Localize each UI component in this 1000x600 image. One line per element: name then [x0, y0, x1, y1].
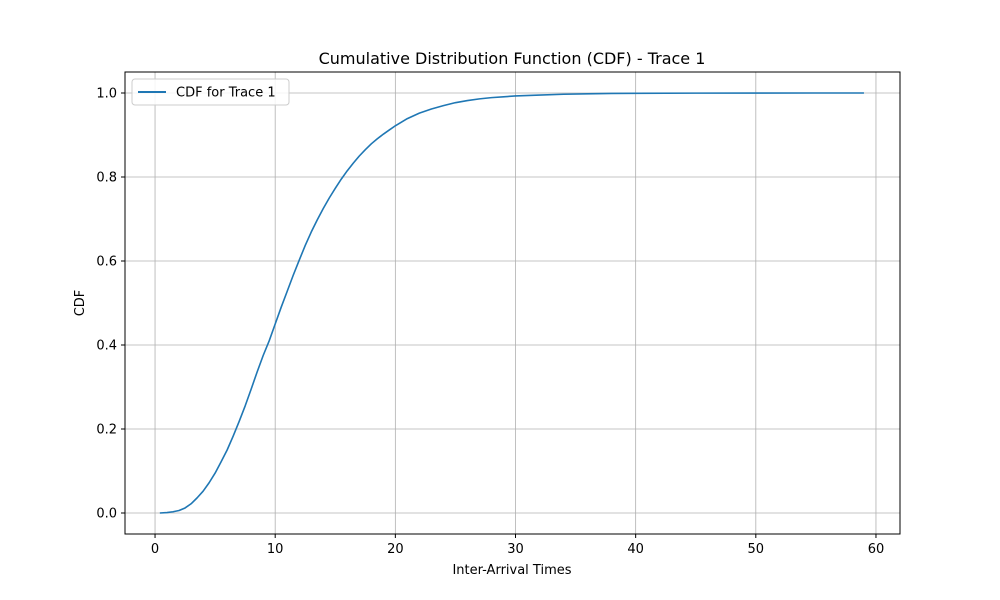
x-tick-label: 20: [387, 542, 404, 557]
x-axis-label: Inter-Arrival Times: [452, 563, 571, 578]
series-layer: [159, 92, 864, 514]
y-axis-label: CDF: [73, 290, 88, 317]
y-tick-label: 1.0: [96, 87, 117, 102]
x-tick-label: 50: [748, 542, 765, 557]
y-tick-label: 0.2: [96, 423, 117, 438]
y-tick-label: 0.4: [96, 339, 117, 354]
legend-box: [131, 78, 290, 106]
x-tick-label: 60: [868, 542, 885, 557]
chart-title: Cumulative Distribution Function (CDF) -…: [319, 49, 706, 68]
y-tick-label: 0.8: [96, 171, 117, 186]
x-tick-label: 10: [267, 542, 284, 557]
cdf-series-line: [159, 92, 864, 514]
y-axis-ticks: 0.0 0.2 0.4 0.6 0.8 1.0: [96, 87, 125, 522]
grid-lines: [125, 72, 900, 534]
y-tick-label: 0.0: [96, 507, 117, 522]
y-tick-label: 0.6: [96, 255, 117, 270]
x-axis-ticks: 0 10 20 30 40 50 60: [151, 534, 884, 557]
x-tick-label: 0: [151, 542, 159, 557]
legend: CDF for Trace 1: [131, 78, 290, 106]
plot-frame: [124, 71, 901, 535]
legend-label: CDF for Trace 1: [176, 86, 276, 101]
x-tick-label: 40: [627, 542, 644, 557]
x-tick-label: 30: [507, 542, 524, 557]
